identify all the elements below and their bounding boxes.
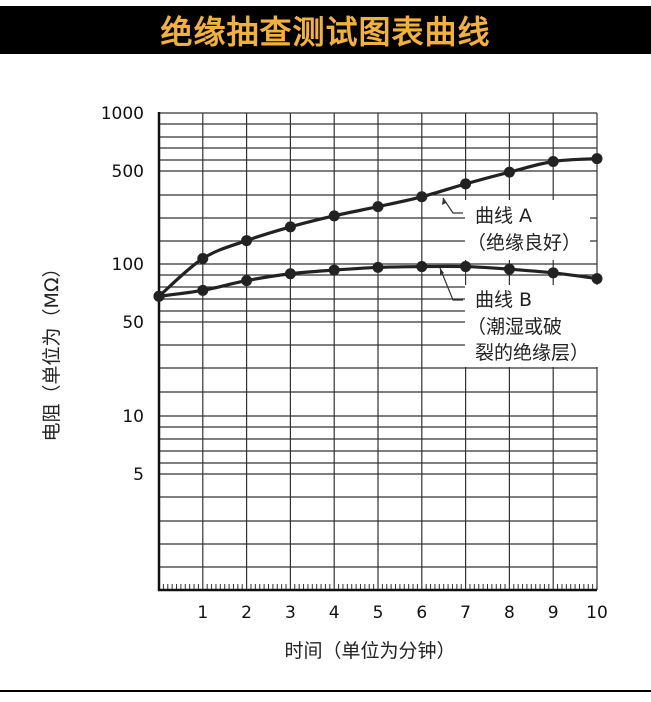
data-point-b	[503, 263, 515, 275]
label-b-bg	[465, 285, 600, 367]
label-a-bg	[465, 200, 590, 260]
data-point-b	[372, 261, 384, 273]
arrow-a-icon	[442, 198, 446, 205]
data-point-b	[241, 275, 253, 287]
series-b-note-1: （潮湿或破	[467, 316, 562, 338]
annotations: 曲线 A （绝缘良好） 曲线 B （潮湿或破 裂的绝缘层）	[439, 197, 600, 367]
x-tick-label: 3	[285, 603, 296, 623]
series-b-name: 曲线 B	[475, 289, 532, 311]
x-tick-label: 8	[504, 603, 515, 623]
data-point-a	[547, 156, 559, 168]
y-tick-label: 5	[133, 465, 144, 485]
data-point-a	[372, 201, 384, 213]
x-tick-label: 7	[460, 603, 471, 623]
x-axis-label: 时间（单位为分钟）	[284, 640, 455, 662]
leader-b	[439, 267, 463, 301]
title-bar: 绝缘抽查测试图表曲线	[0, 6, 651, 54]
data-point-a	[328, 210, 340, 222]
x-tick-label: 4	[329, 603, 340, 623]
data-point-b	[153, 290, 165, 302]
x-tick-label: 10	[586, 603, 608, 623]
x-tick-label: 5	[373, 603, 384, 623]
y-tick-label: 100	[112, 255, 144, 275]
data-point-a	[284, 221, 296, 233]
axes: 1 2 3 4 5 6 7 8 9 10 1000 500 100 50 10 5	[101, 104, 608, 623]
data-point-b	[328, 264, 340, 276]
y-tick-label: 50	[122, 313, 144, 333]
data-point-b	[591, 273, 603, 285]
data-point-b	[197, 284, 209, 296]
data-point-a	[416, 191, 428, 203]
data-point-b	[416, 261, 428, 273]
series-a-name: 曲线 A	[475, 205, 532, 227]
series-a-note: （绝缘良好）	[467, 232, 581, 254]
data-point-b	[460, 261, 472, 273]
curves	[153, 153, 603, 302]
y-tick-label: 10	[122, 407, 144, 427]
page-title: 绝缘抽查测试图表曲线	[160, 13, 491, 51]
series-b-note-2: 裂的绝缘层）	[475, 342, 589, 364]
arrow-b-icon	[440, 268, 444, 275]
y-axis-label: 电阻（单位为（MΩ）	[41, 259, 63, 442]
data-point-a	[503, 166, 515, 178]
data-point-a	[591, 153, 603, 165]
data-point-b	[547, 267, 559, 279]
y-tick-label: 500	[112, 162, 144, 182]
data-point-a	[197, 252, 209, 264]
leader-a	[442, 197, 463, 214]
y-tick-label: 1000	[101, 104, 144, 124]
x-tick-label: 6	[416, 603, 427, 623]
x-tick-label: 9	[548, 603, 559, 623]
data-point-b	[284, 268, 296, 280]
x-tick-label: 1	[197, 603, 208, 623]
data-point-a	[241, 235, 253, 247]
data-point-a	[460, 178, 472, 190]
x-tick-label: 2	[241, 603, 252, 623]
